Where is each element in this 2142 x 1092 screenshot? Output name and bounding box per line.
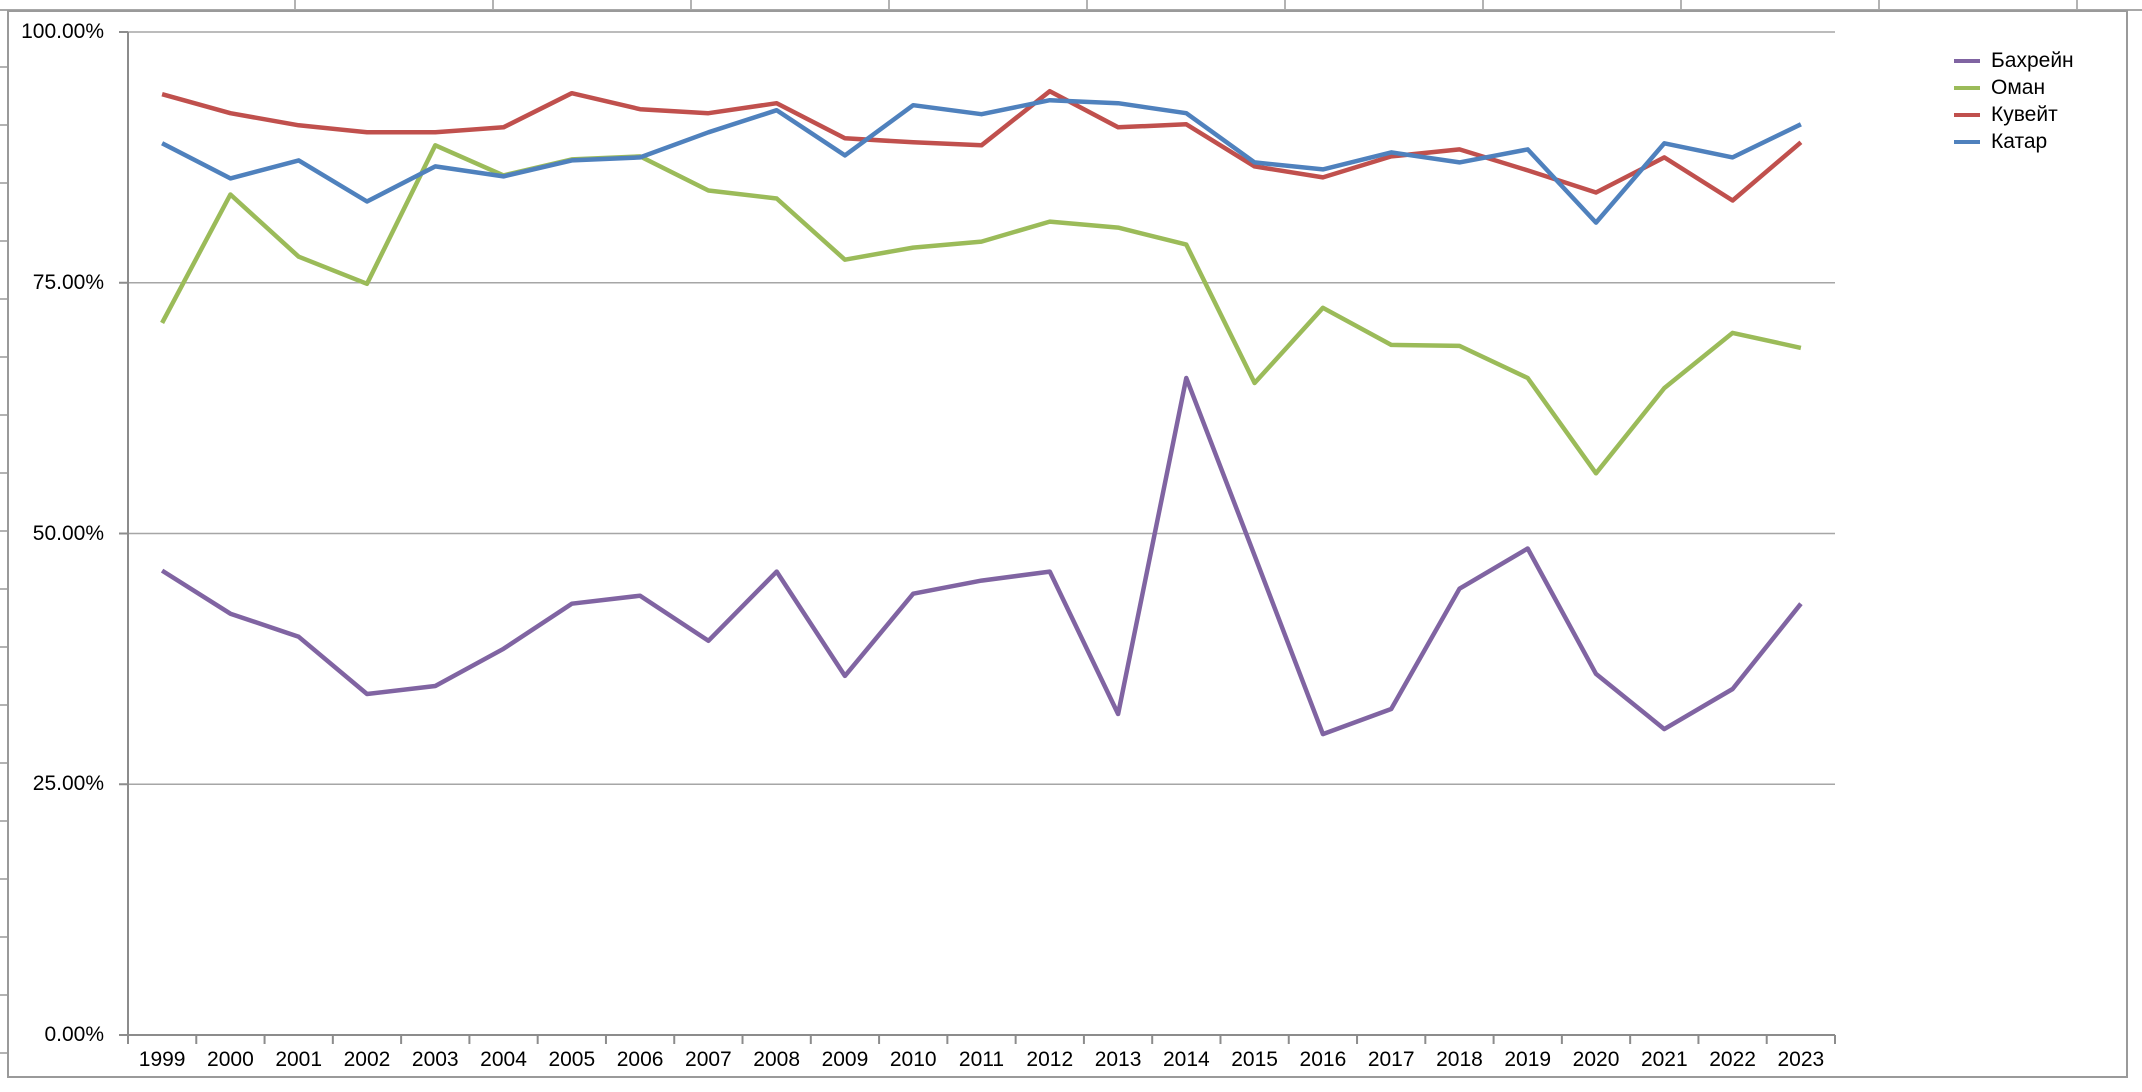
legend-label: Кувейт (1991, 102, 2058, 126)
x-axis-label: 2004 (480, 1048, 527, 1071)
x-axis-label: 2005 (548, 1048, 596, 1071)
legend[interactable]: Бахрейн Оман Кувейт Катар (1954, 47, 2074, 155)
x-axis-label: 2013 (1094, 1048, 1142, 1071)
x-axis-label: 2019 (1504, 1048, 1552, 1071)
legend-label: Оман (1991, 75, 2046, 99)
y-axis-label: 0.00% (44, 1023, 104, 1046)
x-axis-label: 2012 (1026, 1048, 1074, 1071)
x-axis-label: 2009 (821, 1048, 869, 1071)
x-axis-label: 2001 (275, 1048, 323, 1071)
y-axis-label: 25.00% (32, 772, 104, 796)
x-axis-label: 2014 (1162, 1048, 1210, 1071)
legend-marker-icon (1954, 139, 1980, 144)
y-axis-label: 50.00% (32, 521, 104, 545)
x-axis-label: 2006 (616, 1048, 664, 1071)
x-axis-label: 2020 (1572, 1048, 1620, 1071)
legend-label: Катар (1991, 129, 2048, 153)
legend-item-Оман[interactable]: Оман (1954, 74, 2074, 101)
sheet-row-gridlines (0, 10, 8, 1092)
x-axis-label: 2010 (889, 1048, 937, 1071)
x-axis-label: 2023 (1777, 1048, 1825, 1071)
series-line-Кувейт[interactable] (161, 88, 1803, 203)
x-axis-label: 2021 (1640, 1048, 1688, 1071)
x-axis-label: 2007 (685, 1048, 732, 1071)
x-axis-label: 2002 (343, 1048, 391, 1071)
x-axis-label: 2022 (1709, 1048, 1756, 1071)
legend-item-Бахрейн[interactable]: Бахрейн (1954, 47, 2074, 74)
legend-marker-icon (1954, 85, 1980, 90)
series-line-Бахрейн[interactable] (160, 375, 1803, 737)
legend-label: Бахрейн (1991, 48, 2074, 72)
legend-item-Катар[interactable]: Катар (1954, 128, 2074, 155)
x-axis-label: 2000 (207, 1048, 254, 1071)
x-axis-label: 2018 (1436, 1048, 1483, 1071)
legend-marker-icon (1954, 112, 1980, 117)
y-axis-label: 75.00% (32, 270, 104, 294)
x-axis-label: 2017 (1367, 1048, 1415, 1071)
x-axis-label: 2016 (1299, 1048, 1347, 1071)
y-axis-label: 100.00% (21, 20, 104, 43)
x-axis-label: 2015 (1231, 1048, 1278, 1071)
x-axis-label: 2011 (958, 1048, 1005, 1071)
series-line-Оман[interactable] (160, 143, 1802, 476)
x-axis-label: 2003 (411, 1048, 459, 1071)
x-axis-label: 1999 (138, 1048, 186, 1071)
legend-marker-icon (1954, 58, 1980, 63)
sheet-column-gridlines (0, 0, 2142, 10)
legend-item-Кувейт[interactable]: Кувейт (1954, 101, 2074, 128)
chart-object[interactable] (7, 10, 2128, 1078)
x-axis-label: 2008 (753, 1048, 801, 1071)
series-line-Катар[interactable] (161, 97, 1802, 225)
